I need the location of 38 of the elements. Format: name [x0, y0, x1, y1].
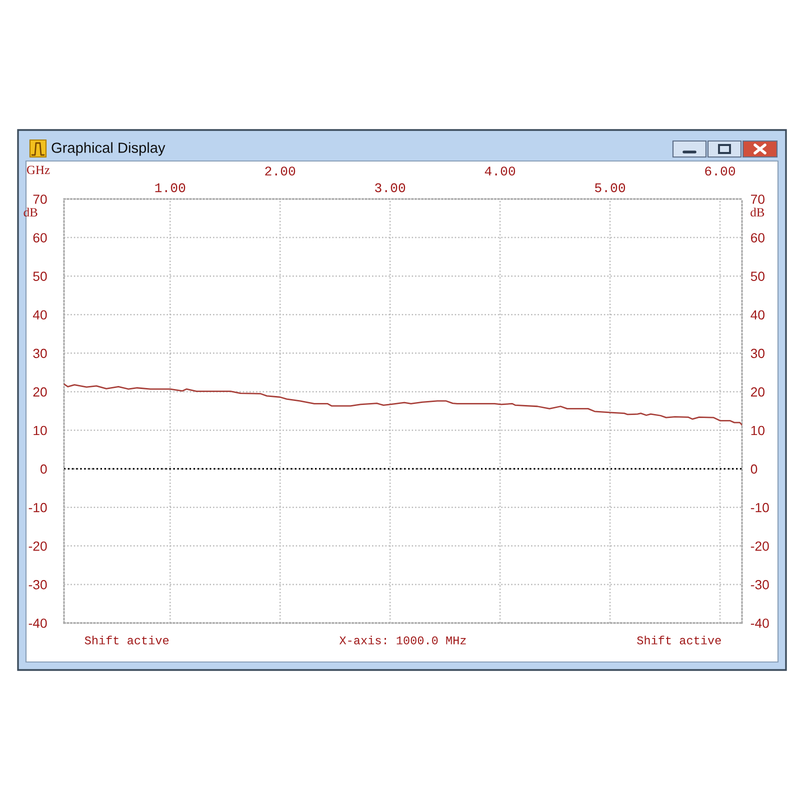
y2-tick-label: -40 — [750, 618, 769, 628]
y2-tick-label: -10 — [750, 502, 769, 512]
y-tick-label: -20 — [28, 541, 47, 551]
y2-tick-label: -20 — [750, 541, 769, 551]
y-tick-label: 60 — [33, 233, 47, 242]
y-tick-label: 70 — [33, 194, 47, 204]
y2-tick-label: 0 — [750, 464, 758, 474]
x-tick-label: 1.00 — [155, 183, 186, 192]
y-tick-label: -10 — [28, 502, 47, 512]
x-tick-label: 5.00 — [595, 183, 626, 192]
y2-tick-label: 70 — [751, 194, 764, 204]
line-series — [64, 383, 742, 426]
y2-tick-label: 30 — [750, 348, 764, 358]
y-tick-label: 40 — [32, 310, 47, 320]
y2-tick-label: 60 — [751, 233, 764, 242]
y-tick-label: -40 — [28, 618, 47, 628]
x-tick-label: 3.00 — [375, 183, 406, 192]
y2-axis-title: dB — [750, 208, 764, 217]
x-axis-title: GHz — [26, 166, 50, 174]
x2-tick-label: 2.00 — [265, 166, 296, 176]
y-tick-label: 10 — [34, 426, 47, 436]
x2-tick-label: 4.00 — [484, 166, 516, 176]
y-axis-title: dB — [24, 208, 38, 217]
chart-title: Graphical Display — [52, 142, 166, 156]
text: Shift active — [84, 636, 169, 644]
y-tick-label: -30 — [28, 580, 47, 590]
y-tick-label: 30 — [33, 348, 47, 358]
y2-tick-label: 20 — [750, 387, 764, 397]
y-tick-label: 20 — [33, 387, 47, 397]
y-tick-label: 50 — [33, 272, 47, 281]
text: Shift active — [637, 636, 721, 644]
y2-tick-label: 40 — [750, 310, 764, 320]
text: X-axis: 1000.0 MHz — [339, 636, 466, 644]
x2-tick-label: 6.00 — [705, 166, 736, 176]
y2-tick-label: 50 — [750, 272, 764, 281]
y2-tick-label: 10 — [751, 426, 764, 436]
y-tick-label: 0 — [40, 464, 47, 474]
y2-tick-label: -30 — [750, 580, 769, 590]
